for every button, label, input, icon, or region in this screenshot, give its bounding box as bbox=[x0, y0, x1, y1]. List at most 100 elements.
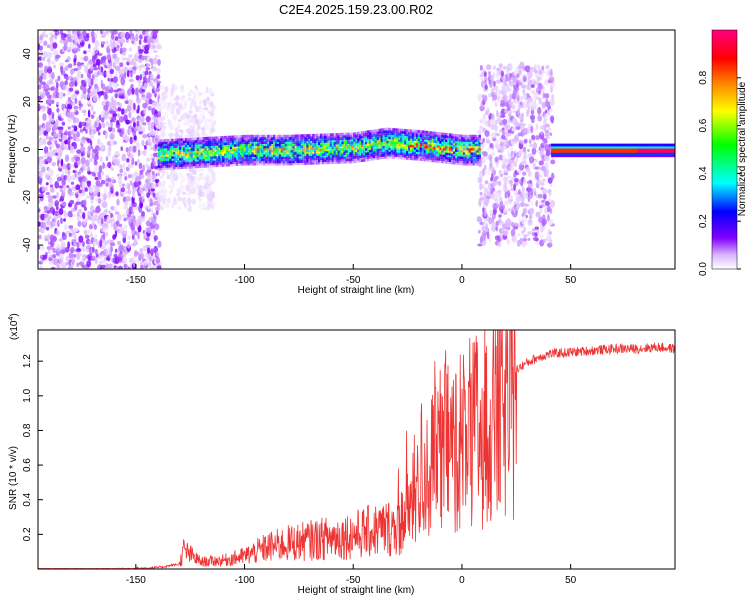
spectrogram-cell bbox=[247, 149, 251, 153]
spectrogram-cell bbox=[492, 123, 498, 130]
spectrogram-cell bbox=[67, 96, 72, 103]
spectrogram-cell bbox=[380, 130, 384, 134]
spectrogram-cell bbox=[72, 213, 76, 218]
spectrogram-cell bbox=[273, 134, 276, 138]
spectrogram-cell bbox=[226, 153, 229, 156]
spectrogram-cell bbox=[76, 30, 80, 32]
spectrogram-cell bbox=[69, 42, 76, 50]
spectrogram-cell bbox=[274, 134, 278, 138]
spectrogram-cell bbox=[86, 138, 92, 144]
spectrogram-cell bbox=[143, 77, 149, 83]
spectrogram-cell bbox=[271, 136, 274, 140]
spectrogram-cell bbox=[249, 162, 253, 166]
spectrogram-cell bbox=[456, 162, 460, 165]
spectrogram-cell bbox=[339, 154, 343, 158]
spectrogram-cell bbox=[175, 95, 180, 101]
spectrogram-cell bbox=[196, 88, 200, 93]
spectrogram-cell bbox=[202, 191, 206, 198]
spectrogram-cell bbox=[257, 149, 260, 153]
spectrogram-cell bbox=[263, 162, 266, 166]
spectrogram-cell bbox=[413, 149, 417, 152]
spectrogram-cell bbox=[566, 147, 570, 151]
spectrogram-cell bbox=[400, 132, 403, 136]
spectrogram-cell bbox=[224, 146, 227, 150]
spectrogram-cell bbox=[229, 161, 233, 165]
spectrogram-cell bbox=[42, 56, 46, 62]
spectrogram-cell bbox=[419, 138, 423, 142]
spectrogram-cell bbox=[433, 159, 437, 163]
spectrogram-cell bbox=[462, 152, 466, 155]
spectrogram-cell bbox=[398, 154, 401, 158]
spectrogram-cell bbox=[300, 158, 303, 161]
spectrogram-cell bbox=[271, 152, 274, 155]
spectrogram-cell bbox=[404, 152, 407, 156]
spectrogram-cell bbox=[355, 138, 358, 142]
spectrogram-cell bbox=[294, 149, 298, 153]
spectrogram-cell bbox=[145, 244, 151, 249]
spectrogram-cell bbox=[453, 142, 456, 146]
spectrogram-cell bbox=[181, 159, 184, 163]
spectrogram-cell bbox=[276, 141, 280, 145]
spectrogram-cell bbox=[81, 79, 87, 87]
spectrogram-cell bbox=[425, 130, 429, 134]
spectrogram-cell bbox=[292, 141, 296, 144]
spectrogram-cell bbox=[316, 153, 319, 156]
spectrogram-cell bbox=[319, 140, 323, 143]
spectrogram-cell bbox=[466, 141, 470, 145]
spectrogram-cell bbox=[417, 132, 421, 135]
spectrogram-cell bbox=[228, 152, 231, 156]
spectrogram-cell bbox=[193, 168, 197, 176]
spectrogram-cell bbox=[39, 45, 43, 51]
spectrogram-cell bbox=[478, 141, 482, 145]
spectrogram-cell bbox=[408, 157, 411, 160]
spectrogram-cell bbox=[130, 69, 133, 78]
spectrogram-cell bbox=[453, 153, 456, 156]
spectrogram-cell bbox=[357, 140, 360, 144]
spectrogram-cell bbox=[58, 208, 64, 216]
spectrogram-cell bbox=[237, 135, 241, 138]
spectrogram-cell bbox=[143, 106, 147, 115]
spectrogram-cell bbox=[488, 216, 493, 225]
spectrogram-cell bbox=[312, 140, 315, 144]
spectrogram-cell bbox=[351, 151, 354, 155]
spectrogram-cell bbox=[43, 146, 49, 154]
spectrogram-cell bbox=[81, 109, 87, 114]
spectrogram-cell bbox=[157, 240, 162, 248]
spectrogram-cell bbox=[140, 116, 145, 123]
spectrogram-cell bbox=[161, 165, 165, 168]
spectrogram-cell bbox=[141, 174, 145, 179]
spectrogram-cell bbox=[556, 147, 560, 151]
spectrogram-cell bbox=[347, 136, 350, 140]
spectrogram-cell bbox=[421, 145, 425, 149]
spectrogram-cell bbox=[105, 40, 109, 45]
spectrogram-cell bbox=[94, 256, 98, 265]
spectrogram-cell bbox=[251, 147, 255, 151]
spectrogram-cell bbox=[349, 141, 352, 144]
spectrogram-cell bbox=[200, 139, 204, 143]
spectrogram-cell bbox=[487, 168, 491, 176]
spectrogram-cell bbox=[261, 152, 264, 155]
spectrogram-cell bbox=[269, 154, 272, 157]
spectrogram-cell bbox=[323, 133, 327, 137]
spectrogram-cell bbox=[265, 158, 268, 162]
spectrogram-cell bbox=[102, 264, 106, 269]
spectrogram-cell bbox=[380, 152, 384, 155]
spectrogram-cell bbox=[425, 143, 429, 147]
spectrogram-cell bbox=[97, 64, 101, 70]
spectrogram-cell bbox=[302, 157, 305, 161]
spectrogram-cell bbox=[158, 85, 164, 90]
spectrogram-cell bbox=[267, 158, 270, 162]
spectrogram-cell bbox=[388, 151, 392, 155]
spectrogram-cell bbox=[384, 153, 388, 157]
spectrogram-cell bbox=[349, 143, 352, 147]
spectrogram-cell bbox=[93, 67, 99, 71]
spectrogram-cell bbox=[121, 127, 125, 135]
spectrogram-cell bbox=[205, 86, 209, 94]
spectrogram-cell bbox=[372, 135, 376, 139]
spectrogram-cell bbox=[547, 177, 553, 184]
spectrogram-cell bbox=[233, 137, 237, 141]
spectrogram-cell bbox=[564, 145, 568, 149]
spectrogram-cell bbox=[278, 139, 282, 142]
spectrogram-cell bbox=[196, 156, 200, 160]
spectrogram-cell bbox=[300, 140, 303, 144]
